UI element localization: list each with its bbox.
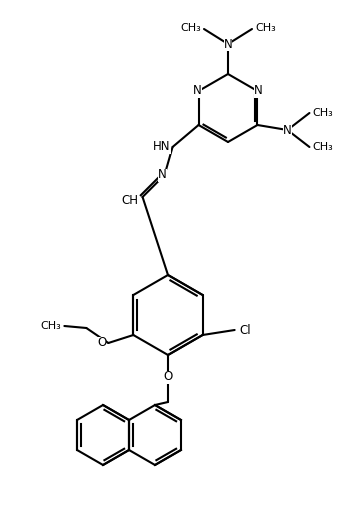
Text: Cl: Cl [240,324,251,336]
Text: O: O [97,336,106,350]
Text: CH₃: CH₃ [313,142,333,152]
Text: CH: CH [121,195,138,207]
Text: N: N [283,123,292,137]
Text: N: N [224,38,232,50]
Text: CH₃: CH₃ [180,23,201,33]
Text: N: N [158,169,166,181]
Text: CH₃: CH₃ [313,108,333,118]
Text: N: N [254,84,263,98]
Text: CH₃: CH₃ [41,321,61,331]
Text: HN: HN [153,141,171,153]
Text: N: N [193,84,202,98]
Text: O: O [164,370,173,384]
Text: CH₃: CH₃ [255,23,276,33]
